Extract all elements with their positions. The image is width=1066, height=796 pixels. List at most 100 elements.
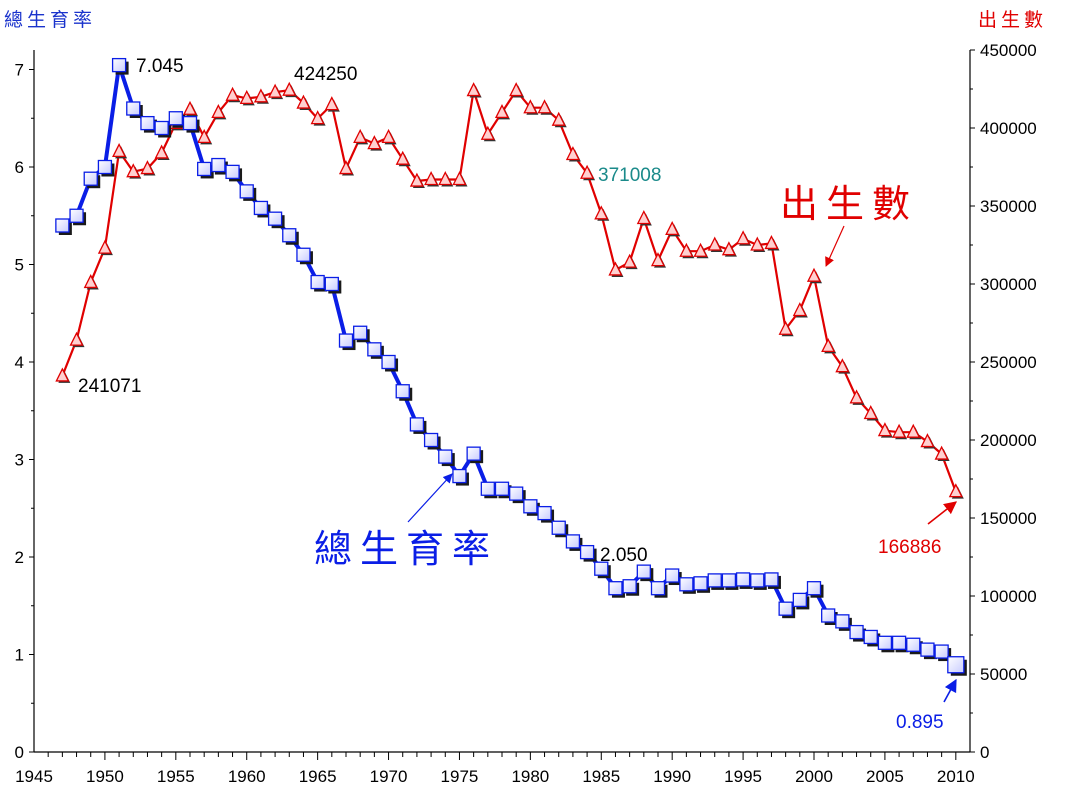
births-point-marker [679, 242, 694, 257]
tfr-point [126, 101, 143, 118]
births-point [466, 82, 482, 98]
tfr-point-marker [296, 247, 311, 262]
births-point-marker [338, 160, 354, 175]
tfr-point-marker [126, 101, 141, 116]
births-point [452, 171, 468, 187]
births-point [381, 128, 397, 145]
x-tick-label: 1960 [228, 767, 266, 786]
tfr-point [239, 184, 257, 201]
label-tfr-big: 總生育率 [314, 527, 498, 571]
y-left-tick-label: 5 [15, 256, 24, 275]
tfr-point [310, 274, 328, 292]
births-point [778, 320, 794, 337]
tfr-point [792, 592, 810, 610]
births-point-marker [381, 128, 396, 144]
tfr-series [55, 57, 967, 676]
births-point [438, 171, 454, 187]
tfr-point-marker [721, 573, 737, 588]
annotation-tfr-max: 7.045 [136, 56, 184, 77]
x-tick-label: 1985 [582, 767, 620, 786]
annotation-tfr-last: 0.895 [896, 712, 944, 733]
tfr-point-marker [792, 592, 807, 608]
tfr-point [835, 614, 852, 631]
y-right-tick-label: 100000 [980, 587, 1037, 606]
births-point [750, 236, 766, 252]
tfr-point [111, 57, 129, 75]
births-point-marker [707, 236, 722, 251]
tfr-point [154, 120, 172, 138]
births-point [480, 125, 496, 142]
births-point [367, 135, 383, 151]
births-point-marker [211, 103, 226, 119]
tfr-point [721, 573, 739, 590]
tfr-point-marker [806, 581, 822, 596]
births-point-marker [466, 82, 481, 97]
births-point [424, 171, 440, 187]
tfr-point-marker [594, 561, 609, 576]
tfr-point [353, 325, 370, 343]
tfr-point [707, 573, 725, 590]
tfr-point-marker [891, 635, 907, 650]
annotation-births-last: 166886 [878, 537, 941, 558]
births-point-marker [622, 253, 637, 268]
births-point-marker [792, 302, 807, 317]
births-point [792, 302, 808, 318]
births-point-marker [764, 234, 779, 250]
tfr-point [452, 468, 469, 486]
x-tick-label: 2010 [937, 767, 975, 786]
births-point-marker [806, 267, 822, 282]
y-left-tick-label: 0 [15, 743, 24, 762]
births-point-marker [140, 160, 155, 175]
births-point-marker [835, 358, 850, 373]
tfr-point-marker [707, 573, 722, 588]
tfr-point-marker [282, 228, 297, 243]
tfr-point [253, 200, 271, 218]
tfr-point-marker [140, 115, 155, 131]
annotation-births-mid: 371008 [598, 165, 661, 186]
births-point [69, 331, 85, 348]
x-tick-label: 1950 [86, 767, 124, 786]
tfr-point [750, 573, 767, 590]
right-axis-title: 出生數 [978, 9, 1047, 31]
births-point [707, 236, 723, 252]
births-point-marker [395, 150, 410, 165]
tfr-point [438, 449, 455, 467]
tfr-point [140, 115, 157, 133]
tfr-point [395, 384, 413, 401]
tfr-point-marker [636, 564, 651, 579]
tfr-point [579, 544, 597, 562]
births-point-marker [693, 242, 708, 257]
arrow-tfr-last [943, 678, 957, 703]
tfr-point-marker [182, 115, 198, 131]
tfr-point [324, 276, 342, 294]
births-point-marker [821, 337, 836, 353]
tfr-point [509, 486, 526, 504]
births-point [693, 242, 709, 259]
x-tick-label: 1955 [157, 767, 195, 786]
tfr-point [523, 499, 540, 516]
tfr-line [61, 63, 958, 667]
tfr-point-marker [764, 572, 779, 587]
births-point-marker [736, 230, 751, 245]
births-point [537, 99, 553, 115]
births-series [55, 81, 964, 499]
tfr-point-marker [821, 608, 836, 623]
tfr-point [735, 572, 753, 589]
tfr-point-marker [735, 572, 751, 587]
tfr-point-marker [154, 120, 169, 136]
births-point-marker [721, 241, 736, 256]
tfr-point-marker [423, 432, 439, 448]
births-point-marker [83, 273, 98, 289]
births-point [494, 103, 510, 120]
y-right-tick-label: 150000 [980, 509, 1037, 528]
tfr-point-marker [168, 111, 183, 126]
tfr-point-marker [693, 576, 708, 591]
tfr-point-marker [409, 417, 425, 432]
tfr-point-marker [395, 384, 410, 399]
tfr-point-marker [480, 481, 495, 496]
tfr-point [622, 579, 640, 596]
tfr-point [367, 342, 384, 359]
y-right-tick-label: 450000 [980, 41, 1037, 60]
births-point [920, 433, 936, 449]
